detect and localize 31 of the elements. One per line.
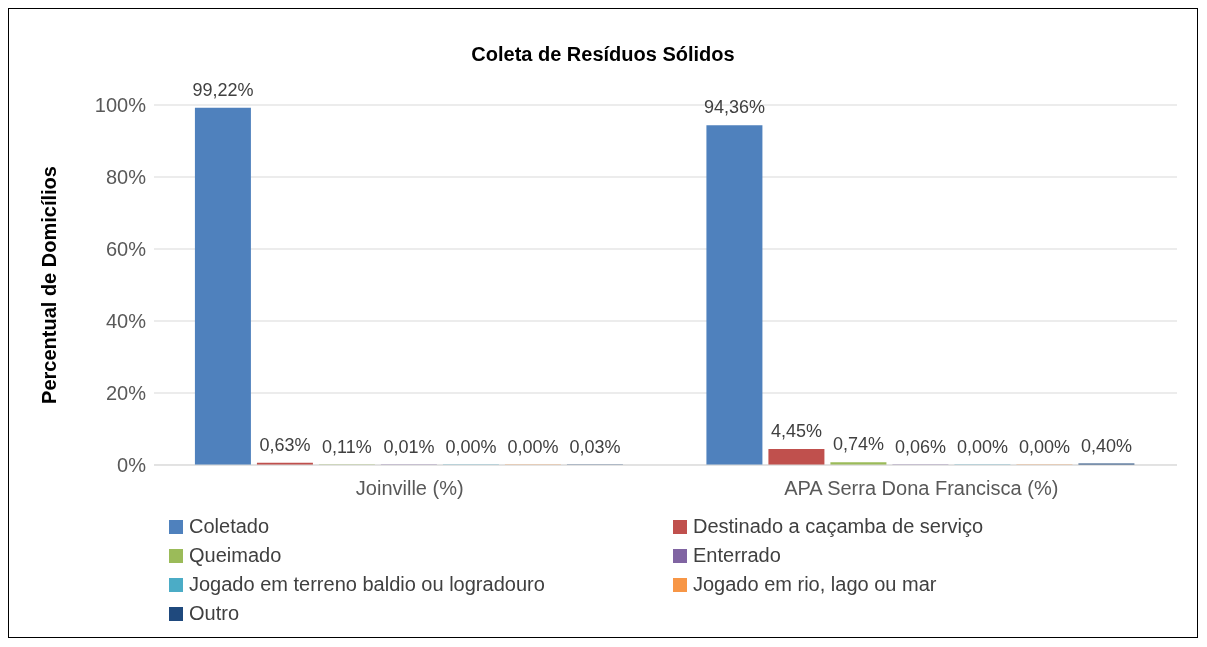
y-axis-title: Percentual de Domicílios [38, 166, 61, 404]
y-tick-label: 100% [94, 94, 147, 117]
y-tick-label: 80% [105, 166, 147, 189]
data-label: 0,06% [894, 436, 946, 457]
legend-label: Jogado em terreno baldio ou logradouro [189, 573, 545, 596]
data-label: 0,00% [956, 436, 1008, 457]
y-tick-label: 60% [105, 238, 147, 261]
data-label: 0,03% [569, 436, 621, 457]
y-tick-label: 40% [105, 310, 147, 333]
chart-title: Coleta de Resíduos Sólidos [470, 43, 736, 66]
data-label: 0,01% [383, 436, 435, 457]
data-label: 0,00% [507, 436, 559, 457]
legend-label: Coletado [189, 515, 270, 538]
x-tick-label: Joinville (%) [355, 477, 464, 500]
data-label: 99,22% [192, 79, 254, 100]
data-label: 0,63% [259, 434, 311, 455]
legend-label: Destinado a caçamba de serviço [693, 515, 984, 538]
data-label: 4,45% [770, 420, 822, 441]
y-tick-label: 20% [105, 382, 147, 405]
data-label: 0,40% [1080, 435, 1132, 456]
x-tick-label: APA Serra Dona Francisca (%) [784, 477, 1059, 500]
legend-label: Queimado [189, 544, 282, 567]
legend-label: Outro [189, 602, 240, 625]
legend-label: Enterrado [693, 544, 781, 567]
data-label: 94,36% [703, 97, 765, 118]
y-tick-label: 0% [117, 454, 147, 477]
data-label: 0,74% [832, 434, 884, 455]
data-label: 0,11% [322, 436, 372, 457]
data-label: 0,00% [445, 436, 497, 457]
legend-label: Jogado em rio, lago ou mar [693, 573, 937, 596]
data-label: 0,00% [1018, 436, 1070, 457]
